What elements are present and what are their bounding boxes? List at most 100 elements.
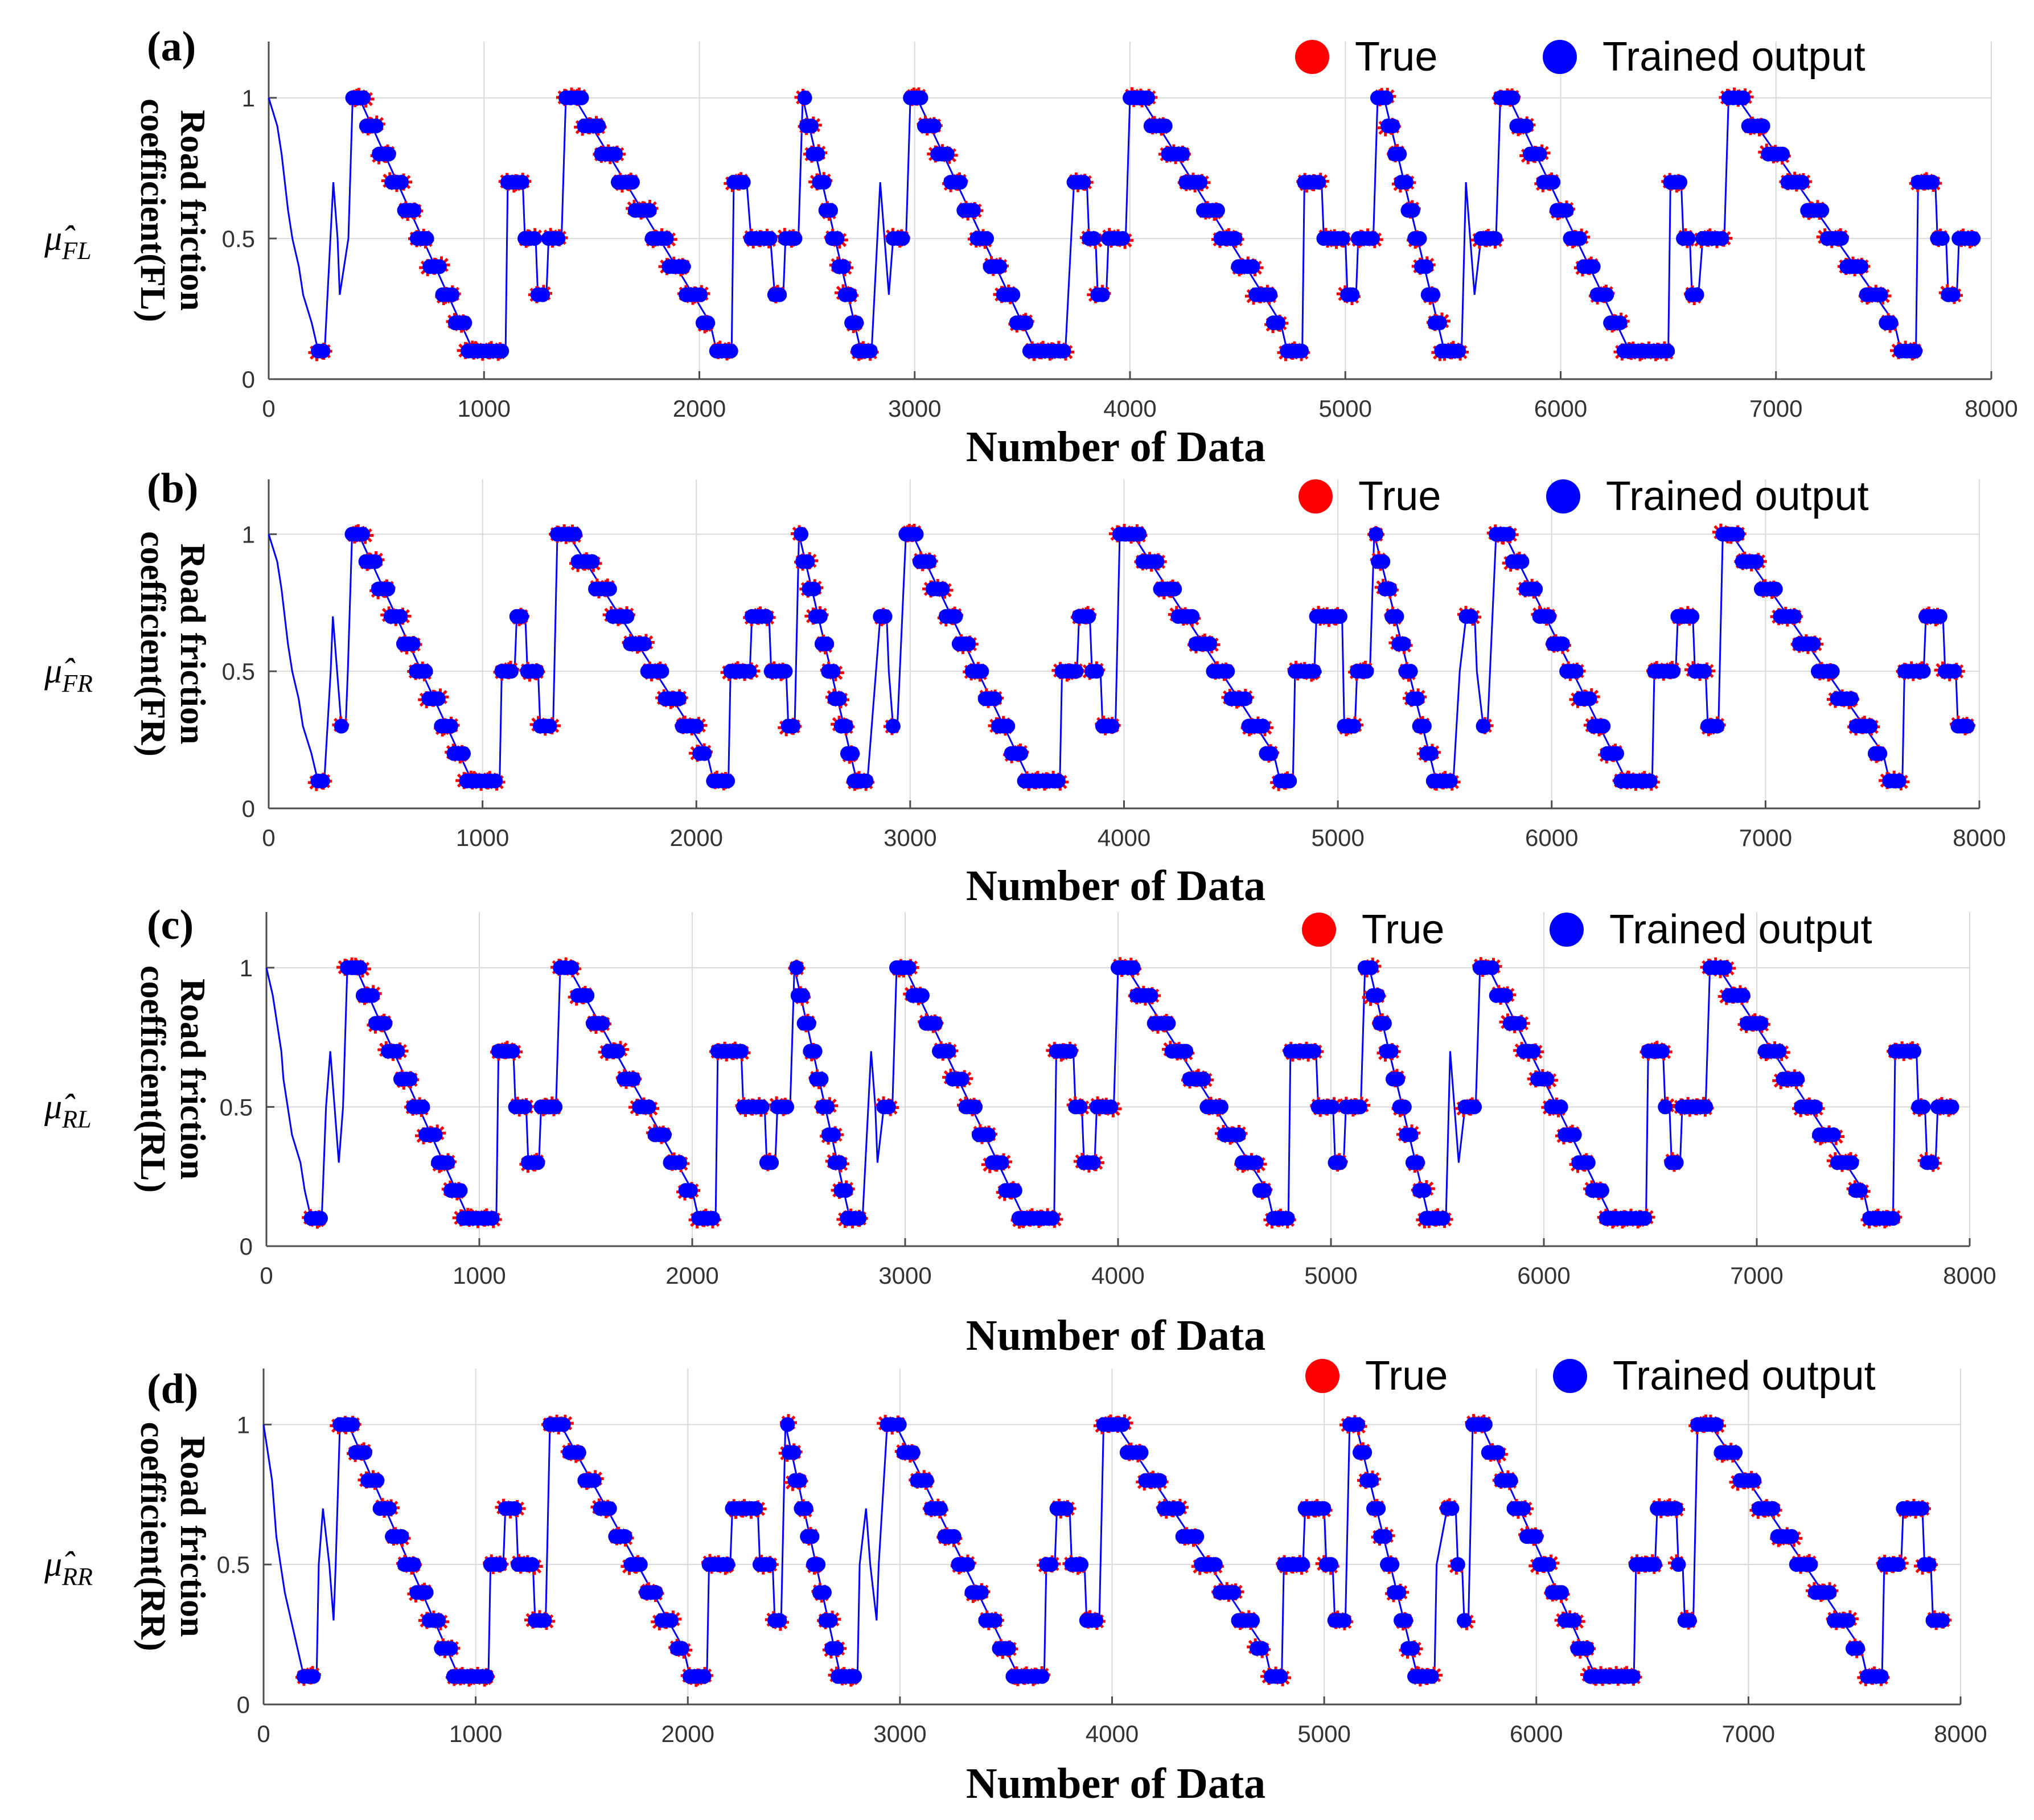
trained-output-point	[517, 1099, 533, 1115]
trained-output-point	[735, 175, 751, 190]
x-tick-label: 4000	[1091, 1262, 1144, 1289]
trained-output-point	[801, 1016, 816, 1031]
trained-output-point	[1412, 231, 1427, 246]
trained-output-point	[1612, 315, 1628, 331]
trained-output-point	[1666, 664, 1681, 679]
trained-output-point	[1248, 1155, 1264, 1170]
trained-output-point	[939, 146, 955, 162]
trained-output-point	[1271, 315, 1286, 331]
trained-output-point	[789, 960, 804, 975]
trained-output-point	[676, 259, 691, 274]
trained-output-point	[1359, 664, 1374, 679]
trained-output-point	[492, 1557, 508, 1572]
x-tick-label: 7000	[1749, 395, 1802, 422]
trained-output-point	[503, 664, 519, 679]
trained-output-point	[974, 664, 989, 679]
y-tick-label: 0	[242, 795, 255, 822]
trained-output-point	[891, 1417, 907, 1432]
legend: True Trained output	[1305, 1353, 1876, 1399]
trained-output-point	[1532, 146, 1547, 162]
trained-output-point	[1396, 1099, 1412, 1115]
trained-output-point	[1554, 1585, 1569, 1600]
trained-output-point	[642, 203, 657, 218]
trained-output-point	[443, 718, 458, 734]
trained-output-point	[537, 1613, 552, 1628]
trained-output-point	[1514, 554, 1530, 569]
trained-output-point	[393, 175, 409, 190]
trained-output-point	[394, 1529, 409, 1544]
trained-output-point	[1238, 691, 1253, 706]
trained-output-point	[1352, 1099, 1367, 1115]
trained-output-point	[315, 343, 331, 359]
trained-output-point	[1273, 1669, 1288, 1684]
trained-output-markers	[303, 960, 1959, 1226]
trained-output-point	[564, 960, 580, 975]
trained-output-point	[1392, 146, 1407, 162]
trained-output-point	[948, 609, 963, 624]
trained-output-point	[932, 1501, 948, 1516]
trained-output-point	[1005, 287, 1021, 302]
trained-output-point	[1696, 664, 1712, 679]
trained-output-point	[672, 1155, 687, 1170]
trained-output-point	[440, 1155, 455, 1170]
x-tick-label: 4000	[1098, 824, 1150, 851]
trained-output-point	[786, 1445, 802, 1460]
chart-panel-3: 0 1000 2000 3000 4000 5000 6000 7000 8000 0 0.5 1 (c…	[44, 902, 1996, 1359]
trained-output-point	[1103, 1099, 1119, 1115]
trained-output-point	[862, 343, 878, 359]
trained-output-point	[922, 554, 937, 569]
x-tick-label: 3000	[884, 824, 936, 851]
trained-output-point	[1220, 664, 1235, 679]
trained-output-point	[1660, 343, 1675, 359]
legend-label-trained: Trained output	[1613, 1353, 1876, 1399]
trained-output-point	[1254, 1641, 1269, 1656]
trained-output-point	[1189, 1529, 1205, 1544]
trained-output-point	[524, 1557, 540, 1572]
trained-output-point	[357, 1445, 372, 1460]
trained-output-point	[1671, 1557, 1686, 1572]
trained-output-point	[979, 231, 995, 246]
trained-output-point	[829, 231, 845, 246]
trained-output-point	[654, 664, 669, 679]
trained-output-point	[377, 1016, 393, 1031]
trained-output-point	[1852, 1183, 1868, 1198]
legend: True Trained output	[1302, 907, 1872, 952]
y-axis-label-line-1: Road friction	[173, 110, 212, 311]
trained-output-point	[1555, 636, 1570, 651]
trained-output-point	[1425, 287, 1441, 302]
trained-output-point	[1178, 1043, 1194, 1059]
trained-output-point	[1947, 664, 1962, 679]
trained-output-point	[852, 1211, 867, 1226]
trained-output-point	[696, 1669, 712, 1684]
trained-output-point	[1364, 1473, 1379, 1488]
trained-output-point	[689, 718, 704, 734]
trained-output-point	[832, 691, 847, 706]
trained-output-point	[445, 287, 460, 302]
trained-output-point	[1390, 1071, 1406, 1087]
trained-output-point	[1916, 664, 1931, 679]
trained-output-point	[810, 146, 825, 162]
trained-output-point	[992, 259, 1008, 274]
trained-output-point	[973, 1585, 989, 1600]
trained-output-point	[1384, 1557, 1400, 1572]
trained-output-point	[514, 175, 529, 190]
trained-output-point	[1325, 1099, 1340, 1115]
trained-output-point	[1081, 609, 1096, 624]
trained-output-point	[1934, 1613, 1950, 1628]
trained-output-point	[1086, 231, 1102, 246]
trained-output-point	[804, 1529, 820, 1544]
trained-output-point	[954, 1071, 969, 1087]
trained-output-point	[838, 1183, 853, 1198]
trained-output-point	[1850, 1641, 1865, 1656]
trained-output-point	[1410, 691, 1425, 706]
trained-output-point	[1202, 636, 1218, 651]
trained-output-point	[1490, 1445, 1506, 1460]
x-tick-label: 0	[257, 1720, 270, 1747]
trained-output-point	[826, 1127, 841, 1143]
trained-output-point	[648, 1585, 663, 1600]
trained-output-point	[585, 554, 600, 569]
trained-output-point	[595, 1016, 610, 1031]
trained-output-point	[1294, 343, 1309, 359]
trained-output-point	[1772, 1043, 1787, 1059]
trained-output-point	[574, 90, 589, 105]
